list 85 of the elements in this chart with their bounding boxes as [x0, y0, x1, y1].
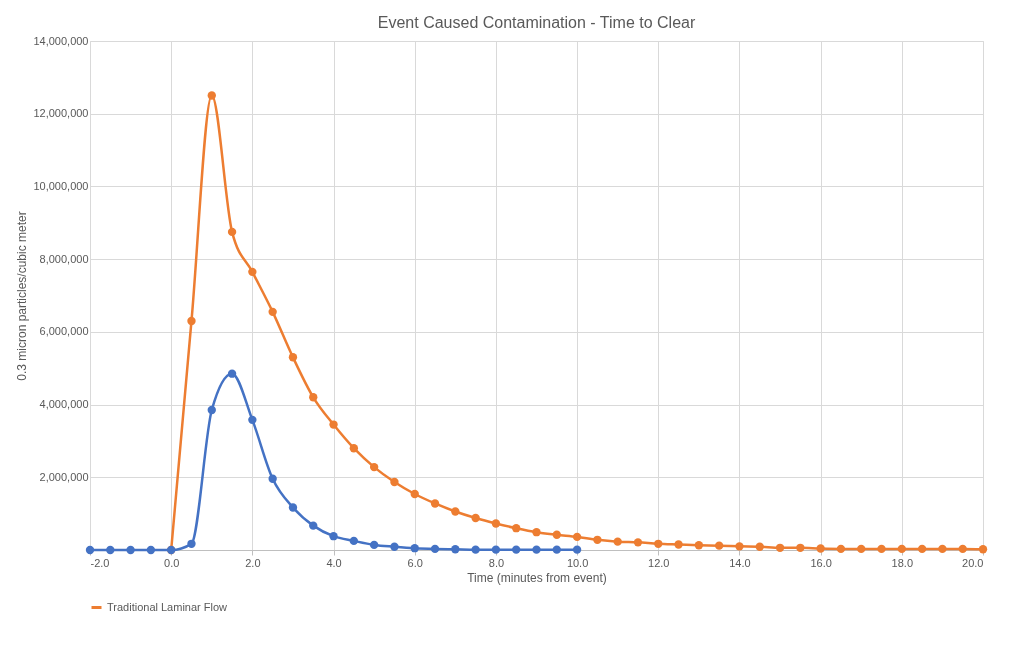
point	[430, 544, 440, 554]
y-tick-label: 2,000,000	[39, 470, 89, 483]
point	[917, 544, 927, 554]
point	[552, 530, 561, 539]
point	[694, 541, 704, 550]
point	[512, 524, 521, 533]
point	[958, 544, 967, 554]
x-tick-label: -2.0	[90, 556, 110, 569]
point	[248, 415, 257, 425]
point	[106, 545, 115, 555]
point	[938, 544, 947, 554]
x-tick-label: 14.0	[729, 556, 751, 569]
y-tick-label: 14,000,000	[33, 34, 89, 47]
point	[572, 545, 582, 554]
point	[349, 444, 359, 453]
x-tick-label: 2.0	[245, 556, 261, 569]
x-tick-label: 18.0	[891, 556, 914, 569]
chart-title: Event Caused Contamination - Time to Clear	[377, 14, 696, 31]
point	[146, 545, 156, 555]
point	[451, 545, 460, 554]
point	[390, 542, 399, 551]
point	[329, 532, 338, 541]
point	[227, 227, 237, 237]
point	[288, 353, 298, 362]
point	[714, 541, 724, 550]
point	[349, 536, 359, 546]
point	[735, 542, 744, 551]
point	[451, 507, 460, 516]
x-tick-label: 6.0	[407, 556, 423, 569]
point	[410, 489, 419, 499]
y-tick-label: 12,000,000	[33, 107, 89, 120]
point	[471, 513, 480, 523]
point	[633, 538, 643, 547]
point	[187, 539, 196, 548]
point	[430, 499, 440, 508]
point	[329, 420, 338, 429]
point	[877, 544, 886, 554]
point	[207, 91, 216, 100]
point	[552, 545, 561, 554]
y-tick-label: 8,000,000	[39, 252, 89, 265]
point	[512, 545, 521, 554]
point	[248, 267, 257, 277]
point	[572, 532, 582, 542]
point	[816, 544, 825, 553]
point	[532, 528, 541, 537]
point	[268, 474, 277, 483]
point	[674, 540, 683, 549]
x-tick-label: 8.0	[488, 556, 505, 569]
point	[369, 540, 379, 550]
point	[369, 462, 379, 472]
point	[227, 369, 237, 378]
legend-label: Traditional Laminar Flow	[107, 600, 228, 613]
y-axis-title: 0.3 micron particles/cubic meter	[15, 211, 30, 381]
point	[207, 405, 216, 415]
y-tick-label: 6,000,000	[39, 325, 89, 338]
x-axis-title: Time (minutes from event)	[467, 570, 607, 585]
point	[775, 543, 785, 552]
x-tick-label: 4.0	[326, 556, 342, 569]
point	[654, 539, 663, 548]
point	[796, 543, 805, 552]
point	[390, 477, 399, 487]
x-tick-label: 16.0	[810, 556, 832, 569]
point	[288, 503, 298, 512]
y-tick-label: 10,000,000	[33, 179, 89, 192]
point	[187, 316, 196, 326]
point	[613, 537, 622, 546]
point	[410, 544, 419, 553]
point	[491, 545, 501, 554]
point	[857, 544, 866, 554]
point	[309, 521, 318, 530]
x-tick-label: 10.0	[566, 556, 589, 569]
point	[897, 544, 906, 554]
point	[309, 393, 318, 402]
point	[755, 542, 764, 551]
point	[491, 519, 501, 528]
point	[268, 307, 277, 317]
point	[126, 545, 135, 555]
point	[471, 545, 480, 554]
x-tick-label: 12.0	[648, 556, 670, 569]
x-tick-label: 20.0	[962, 556, 984, 569]
point	[593, 535, 602, 544]
y-tick-label: 4,000,000	[39, 398, 89, 411]
x-tick-label: 0.0	[164, 556, 180, 569]
point	[836, 544, 846, 554]
point	[532, 545, 541, 554]
